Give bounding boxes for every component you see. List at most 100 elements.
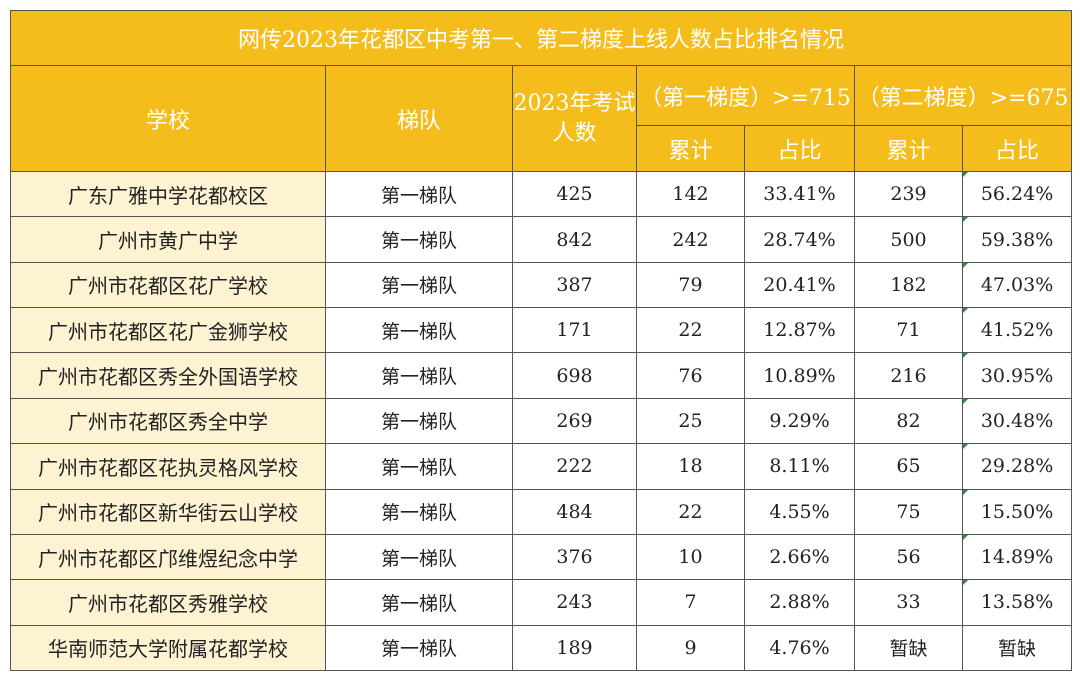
header-g2-ratio: 占比 (961, 125, 1073, 172)
cell-g2-ratio: 41.52% (961, 307, 1073, 354)
cell-school: 广州市花都区花广金狮学校 (10, 307, 326, 354)
cell-g2-ratio: 暂缺 (961, 624, 1073, 672)
cell-examinees: 484 (512, 488, 637, 535)
table-row: 广州市黄广中学 第一梯队 842 242 28.74% 500 59.38% (10, 216, 1073, 263)
table-row: 广州市花都区秀全中学 第一梯队 269 25 9.29% 82 30.48% (10, 397, 1073, 445)
cell-tier: 第一梯队 (325, 170, 513, 218)
cell-tier: 第一梯队 (325, 579, 513, 626)
cell-school: 广州市花都区花执灵格风学校 (10, 443, 326, 490)
cell-g2-ratio: 30.48% (961, 397, 1073, 445)
cell-g1-ratio: 4.55% (744, 488, 855, 535)
header-school: 学校 (10, 65, 326, 172)
cell-g2-ratio: 15.50% (961, 488, 1073, 535)
cell-examinees: 222 (512, 443, 637, 490)
cell-g1-ratio: 28.74% (744, 216, 855, 263)
cell-g1-count: 25 (636, 397, 745, 445)
header-g1-ratio: 占比 (744, 125, 855, 172)
cell-g2-count: 75 (854, 488, 963, 535)
cell-g1-count: 9 (636, 624, 745, 672)
cell-school: 广州市黄广中学 (10, 216, 326, 263)
cell-tier: 第一梯队 (325, 261, 513, 309)
cell-examinees: 269 (512, 397, 637, 445)
cell-tier: 第一梯队 (325, 307, 513, 354)
table-row: 广州市花都区邝维煜纪念中学 第一梯队 376 10 2.66% 56 14.89% (10, 533, 1073, 581)
cell-g1-count: 18 (636, 443, 745, 490)
cell-g1-count: 22 (636, 488, 745, 535)
cell-g1-count: 79 (636, 261, 745, 309)
cell-g2-count: 82 (854, 397, 963, 445)
cell-g2-count: 33 (854, 579, 963, 626)
cell-school: 广州市花都区新华街云山学校 (10, 488, 326, 535)
cell-examinees: 842 (512, 216, 637, 263)
table-row: 广州市花都区新华街云山学校 第一梯队 484 22 4.55% 75 15.50% (10, 488, 1073, 535)
cell-school: 广州市花都区秀全中学 (10, 397, 326, 445)
cell-g1-ratio: 8.11% (744, 443, 855, 490)
cell-g2-ratio: 56.24% (961, 170, 1073, 218)
cell-g2-count: 216 (854, 352, 963, 399)
cell-g2-count: 71 (854, 307, 963, 354)
cell-tier: 第一梯队 (325, 624, 513, 672)
cell-examinees: 425 (512, 170, 637, 218)
header-g1-cumulative: 累计 (636, 125, 745, 172)
cell-g1-ratio: 20.41% (744, 261, 855, 309)
table-body: 广东广雅中学花都校区 第一梯队 425 142 33.41% 239 56.24% 广州市黄广… (10, 170, 1073, 672)
header-group1: （第一梯度）>=715 (636, 65, 855, 126)
cell-g2-ratio: 29.28% (961, 443, 1073, 490)
cell-g1-count: 10 (636, 533, 745, 581)
cell-g2-ratio: 30.95% (961, 352, 1073, 399)
table-title: 网传2023年花都区中考第一、第二梯度上线人数占比排名情况 (9, 10, 1073, 66)
table-row: 广州市花都区花广学校 第一梯队 387 79 20.41% 182 47.03% (10, 261, 1073, 309)
cell-g2-ratio: 14.89% (961, 533, 1073, 581)
cell-tier: 第一梯队 (325, 352, 513, 399)
cell-g1-count: 142 (636, 170, 745, 218)
cell-g1-ratio: 33.41% (744, 170, 855, 218)
cell-examinees: 171 (512, 307, 637, 354)
cell-g1-count: 242 (636, 216, 745, 263)
cell-g1-ratio: 10.89% (744, 352, 855, 399)
cell-examinees: 387 (512, 261, 637, 309)
header-g2-cumulative: 累计 (854, 125, 963, 172)
cell-g2-count: 500 (854, 216, 963, 263)
cell-g2-count: 56 (854, 533, 963, 581)
header-group2: （第二梯度）>=675 (853, 65, 1073, 126)
cell-tier: 第一梯队 (325, 443, 513, 490)
cell-school: 广东广雅中学花都校区 (10, 170, 326, 218)
cell-tier: 第一梯队 (325, 488, 513, 535)
cell-g2-count: 暂缺 (854, 624, 963, 672)
ranking-table: 网传2023年花都区中考第一、第二梯度上线人数占比排名情况 学校 梯队 2023… (9, 10, 1073, 672)
cell-g1-ratio: 9.29% (744, 397, 855, 445)
cell-g1-count: 22 (636, 307, 745, 354)
table-row: 广州市花都区花执灵格风学校 第一梯队 222 18 8.11% 65 29.28% (10, 443, 1073, 490)
table-row: 广州市花都区秀全外国语学校 第一梯队 698 76 10.89% 216 30.95% (10, 352, 1073, 399)
cell-g1-ratio: 2.66% (744, 533, 855, 581)
cell-examinees: 376 (512, 533, 637, 581)
cell-g2-count: 182 (854, 261, 963, 309)
cell-g2-ratio: 59.38% (961, 216, 1073, 263)
cell-g2-ratio: 13.58% (961, 579, 1073, 626)
cell-g1-ratio: 4.76% (744, 624, 855, 672)
cell-tier: 第一梯队 (325, 397, 513, 445)
table-row: 广州市花都区秀雅学校 第一梯队 243 7 2.88% 33 13.58% (10, 579, 1073, 626)
cell-g1-count: 7 (636, 579, 745, 626)
cell-tier: 第一梯队 (325, 216, 513, 263)
cell-g2-count: 65 (854, 443, 963, 490)
table-row: 广州市花都区花广金狮学校 第一梯队 171 22 12.87% 71 41.52% (10, 307, 1073, 354)
cell-examinees: 243 (512, 579, 637, 626)
table-row: 华南师范大学附属花都学校 第一梯队 189 9 4.76% 暂缺 暂缺 (10, 624, 1073, 672)
cell-examinees: 698 (512, 352, 637, 399)
cell-g2-ratio: 47.03% (961, 261, 1073, 309)
cell-school: 广州市花都区秀雅学校 (10, 579, 326, 626)
header-examinees: 2023年考试人数 (512, 65, 637, 172)
cell-g1-ratio: 2.88% (744, 579, 855, 626)
cell-g1-count: 76 (636, 352, 745, 399)
cell-g1-ratio: 12.87% (744, 307, 855, 354)
cell-school: 广州市花都区邝维煜纪念中学 (10, 533, 326, 581)
table-row: 广东广雅中学花都校区 第一梯队 425 142 33.41% 239 56.24% (10, 170, 1073, 218)
cell-school: 广州市花都区花广学校 (10, 261, 326, 309)
header-tier: 梯队 (325, 65, 513, 172)
cell-examinees: 189 (512, 624, 637, 672)
cell-school: 华南师范大学附属花都学校 (10, 624, 326, 672)
cell-g2-count: 239 (854, 170, 963, 218)
cell-tier: 第一梯队 (325, 533, 513, 581)
cell-school: 广州市花都区秀全外国语学校 (10, 352, 326, 399)
